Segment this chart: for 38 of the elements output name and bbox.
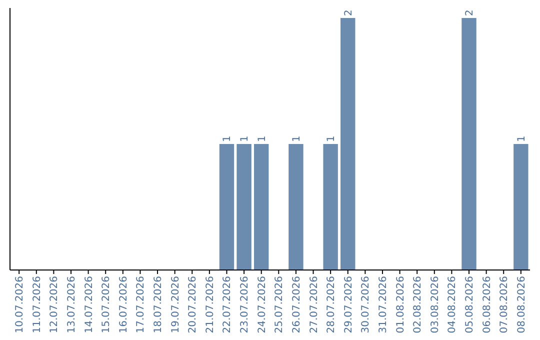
x-tick-label: 10.07.2026 <box>14 276 26 334</box>
x-tick-label: 22.07.2026 <box>222 276 234 334</box>
x-tick-label: 24.07.2026 <box>256 276 268 334</box>
x-tick-label: 20.07.2026 <box>188 276 199 334</box>
x-tick-label: 17.07.2026 <box>136 276 147 334</box>
data-label: 1 <box>516 136 528 142</box>
data-label: 1 <box>326 136 338 142</box>
data-label: 2 <box>464 10 476 16</box>
x-tick-label: 21.07.2026 <box>204 276 216 334</box>
x-tick-label: 08.08.2026 <box>516 276 528 334</box>
x-tick-label: 26.07.2026 <box>291 276 302 334</box>
data-label: 1 <box>222 136 234 142</box>
x-tick-label: 14.07.2026 <box>84 276 95 334</box>
x-tick-label: 28.07.2026 <box>326 276 338 334</box>
x-tick-label: 12.07.2026 <box>49 276 60 334</box>
x-tick-label: 11.07.2026 <box>32 276 43 334</box>
x-tick-label: 05.08.2026 <box>464 276 476 334</box>
data-label: 1 <box>240 136 251 142</box>
x-tick-label: 19.07.2026 <box>170 276 182 334</box>
data-label: 2 <box>343 10 354 16</box>
x-tick-label: 16.07.2026 <box>118 276 130 334</box>
x-tick-label: 30.07.2026 <box>360 276 372 334</box>
x-tick-label: 04.08.2026 <box>447 276 458 334</box>
data-label: 1 <box>256 136 268 142</box>
x-tick-label: 31.07.2026 <box>378 276 389 334</box>
x-tick-label: 03.08.2026 <box>430 276 441 334</box>
x-tick-label: 13.07.2026 <box>66 276 78 334</box>
x-tick-label: 01.08.2026 <box>395 276 406 334</box>
x-tick-label: 29.07.2026 <box>343 276 354 334</box>
x-tick-label: 07.08.2026 <box>499 276 510 334</box>
x-tick-label: 15.07.2026 <box>101 276 112 334</box>
x-tick-label: 25.07.2026 <box>274 276 286 334</box>
x-tick-label: 27.07.2026 <box>308 276 320 334</box>
x-tick-label: 18.07.2026 <box>153 276 164 334</box>
x-tick-label: 23.07.2026 <box>240 276 251 334</box>
data-label: 1 <box>291 136 302 142</box>
x-tick-label: 02.08.2026 <box>412 276 424 334</box>
x-tick-label: 06.08.2026 <box>482 276 493 334</box>
